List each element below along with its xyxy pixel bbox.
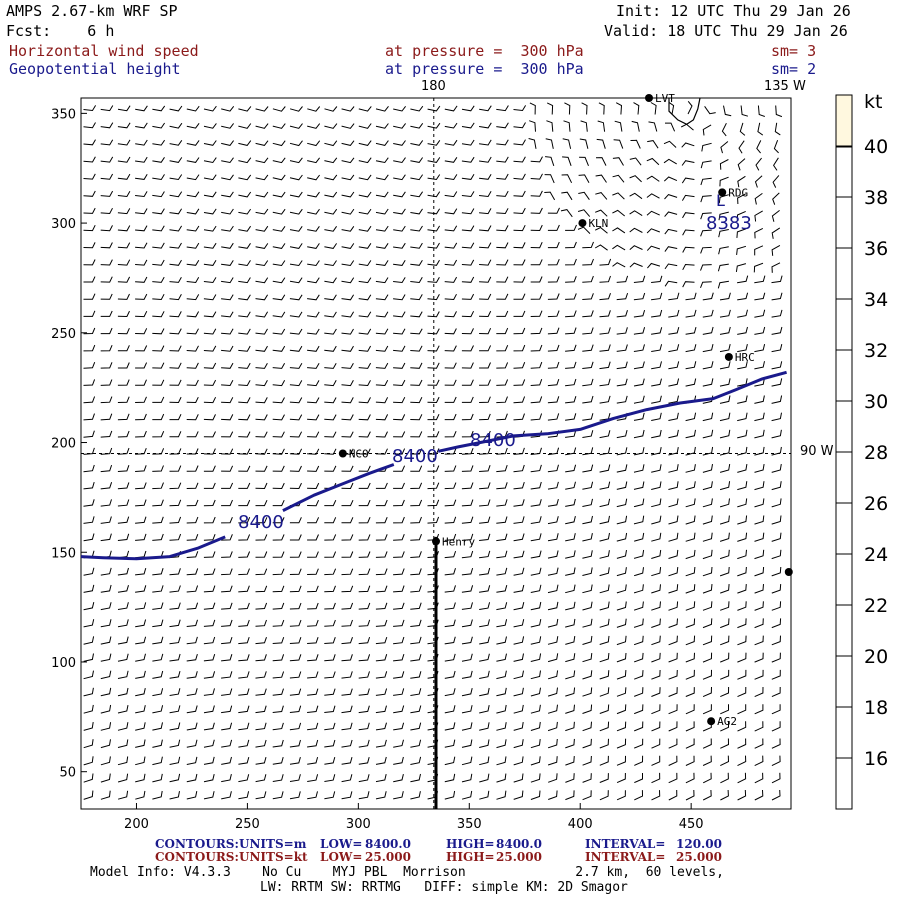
y-tick-label-50: 50 [59, 766, 76, 781]
field1-name: Horizontal wind speed [9, 42, 199, 60]
model-info: Model Info: V4.3.3 No Cu MYJ PBL Morriso… [90, 865, 724, 880]
x-tick-label-300: 300 [346, 817, 371, 832]
contours-row1-high: 8400.0 [496, 837, 542, 851]
y-tick-label-300: 300 [51, 217, 76, 232]
colorbar-unit: kt [864, 91, 882, 113]
colorbar-tick-label-32: 32 [864, 340, 888, 362]
field2-smoothing: sm= 2 [771, 60, 817, 78]
y-tick-label-350: 350 [51, 107, 76, 122]
contour-8400-segment-2 [437, 370, 787, 453]
y-tick-label-250: 250 [51, 327, 76, 342]
station-label-HRC: HRC [735, 351, 755, 364]
station-markers: LVT RDG KLN HRC NCO Henry AG2 [338, 92, 793, 728]
station-dot-NCO [338, 449, 347, 458]
colorbar-top-band [835, 94, 853, 148]
lon-135w-label: 135 W [764, 79, 806, 94]
model-title: AMPS 2.67-km WRF SP [6, 2, 178, 20]
contours-row1-low-label: LOW= [320, 837, 363, 851]
geopotential-contours: 8400 8400 8400 8383 L [80, 97, 787, 561]
y-tick-label-100: 100 [51, 656, 76, 671]
station-label-Henry: Henry [442, 535, 475, 548]
forecast-hour: Fcst: 6 h [6, 22, 115, 40]
field1-smoothing: sm= 3 [771, 42, 817, 60]
physics-info: LW: RRTM SW: RRTMG DIFF: simple KM: 2D S… [260, 880, 628, 895]
station-label-AG2: AG2 [717, 715, 737, 728]
lon-180-label: 180 [421, 79, 446, 94]
colorbar-tick-label-24: 24 [864, 544, 888, 566]
contours-row2-low: 25.000 [365, 850, 411, 864]
axis-ticks: 200 250 300 350 400 450 50 100 150 200 250 300 350 [51, 107, 703, 832]
station-dot-RDG [718, 188, 727, 197]
contours-row1-units: UNITS=m [239, 837, 307, 851]
x-tick-label-250: 250 [235, 817, 260, 832]
colorbar-tick-label-40: 40 [864, 136, 888, 158]
valid-time: Valid: 18 UTC Thu 29 Jan 26 [604, 22, 848, 40]
contours-row1-low: 8400.0 [365, 837, 411, 851]
contours-row2-label: CONTOURS: [155, 850, 239, 864]
x-tick-label-400: 400 [568, 817, 593, 832]
contour-8400-segment-0 [80, 535, 226, 561]
field1-level: at pressure = 300 hPa [385, 42, 584, 60]
contour-label-1: 8400 [392, 446, 438, 467]
x-tick-label-450: 450 [679, 817, 704, 832]
wind-barbs [83, 100, 783, 801]
colorbar-tick-label-26: 26 [864, 493, 888, 515]
station-label-KLN: KLN [588, 217, 608, 230]
contours-row2-interval: 25.000 [676, 850, 722, 864]
colorbar-tick-label-28: 28 [864, 442, 888, 464]
x-tick-label-350: 350 [457, 817, 482, 832]
station-dot-AG2 [707, 717, 716, 726]
contours-row2-low-label: LOW= [320, 850, 363, 864]
y-tick-label-150: 150 [51, 546, 76, 561]
colorbar-tick-label-18: 18 [864, 697, 888, 719]
station-label-RDG: RDG [728, 186, 748, 199]
colorbar-tick-label-36: 36 [864, 238, 888, 260]
station-dot-KLN [578, 219, 587, 228]
colorbar: 16 18 20 22 24 26 28 30 32 34 36 38 40 [835, 94, 888, 810]
contours-row2-units: UNITS=kt [239, 850, 308, 864]
station-dot-LVT [645, 94, 653, 102]
contours-row2-high: 25.000 [496, 850, 542, 864]
colorbar-tick-label-20: 20 [864, 646, 888, 668]
contour-label-3: 8383 [706, 213, 752, 234]
lon-90w-label: 90 W [800, 444, 834, 459]
field2-name: Geopotential height [9, 60, 181, 78]
x-tick-label-200: 200 [124, 817, 149, 832]
colorbar-tick-label-22: 22 [864, 595, 888, 617]
contour-label-2: 8400 [470, 430, 516, 451]
station-dot-unnamed [784, 568, 793, 576]
contour-8400-segment-1 [282, 463, 395, 512]
contours-row1-interval-label: INTERVAL= [585, 837, 666, 851]
station-label-LVT: LVT [655, 92, 675, 105]
contours-row2-high-label: HIGH= [446, 850, 495, 864]
colorbar-tick-label-30: 30 [864, 391, 888, 413]
y-tick-label-200: 200 [51, 437, 76, 452]
init-time: Init: 12 UTC Thu 29 Jan 26 [616, 2, 851, 20]
colorbar-tick-label-38: 38 [864, 187, 888, 209]
station-dot-HRC [724, 352, 733, 361]
colorbar-tick-label-16: 16 [864, 748, 888, 770]
colorbar-tick-label-34: 34 [864, 289, 888, 311]
contours-row2-interval-label: INTERVAL= [585, 850, 666, 864]
contour-label-0: 8400 [238, 512, 284, 533]
field2-level: at pressure = 300 hPa [385, 60, 584, 78]
contours-row1-label: CONTOURS: [155, 837, 239, 851]
lat-lon-gridlines [81, 98, 791, 809]
contours-row1-high-label: HIGH= [446, 837, 495, 851]
contour-label-4: L [716, 191, 725, 210]
wind-barb-field [83, 100, 783, 801]
station-label-NCO: NCO [349, 448, 369, 461]
station-dot-Henry [432, 537, 440, 546]
contour-8383 [668, 97, 701, 125]
contours-row1-interval: 120.00 [676, 837, 722, 851]
